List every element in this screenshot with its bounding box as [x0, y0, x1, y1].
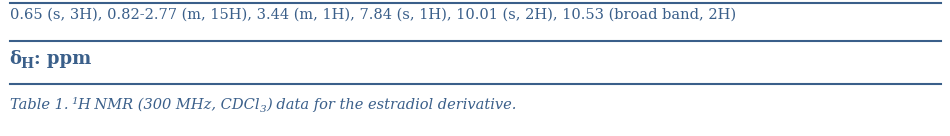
Text: : ppm: : ppm	[33, 50, 91, 68]
Text: 3: 3	[260, 105, 267, 114]
Text: 1: 1	[71, 97, 78, 106]
Text: H NMR (300 MHz, CDCl: H NMR (300 MHz, CDCl	[78, 98, 260, 112]
Text: δ: δ	[10, 50, 22, 68]
Text: 0.65 (s, 3H), 0.82-2.77 (m, 15H), 3.44 (m, 1H), 7.84 (s, 1H), 10.01 (s, 2H), 10.: 0.65 (s, 3H), 0.82-2.77 (m, 15H), 3.44 (…	[10, 8, 735, 22]
Text: Table 1.: Table 1.	[10, 98, 71, 112]
Text: H: H	[21, 57, 33, 71]
Text: ) data for the estradiol derivative.: ) data for the estradiol derivative.	[267, 97, 517, 112]
